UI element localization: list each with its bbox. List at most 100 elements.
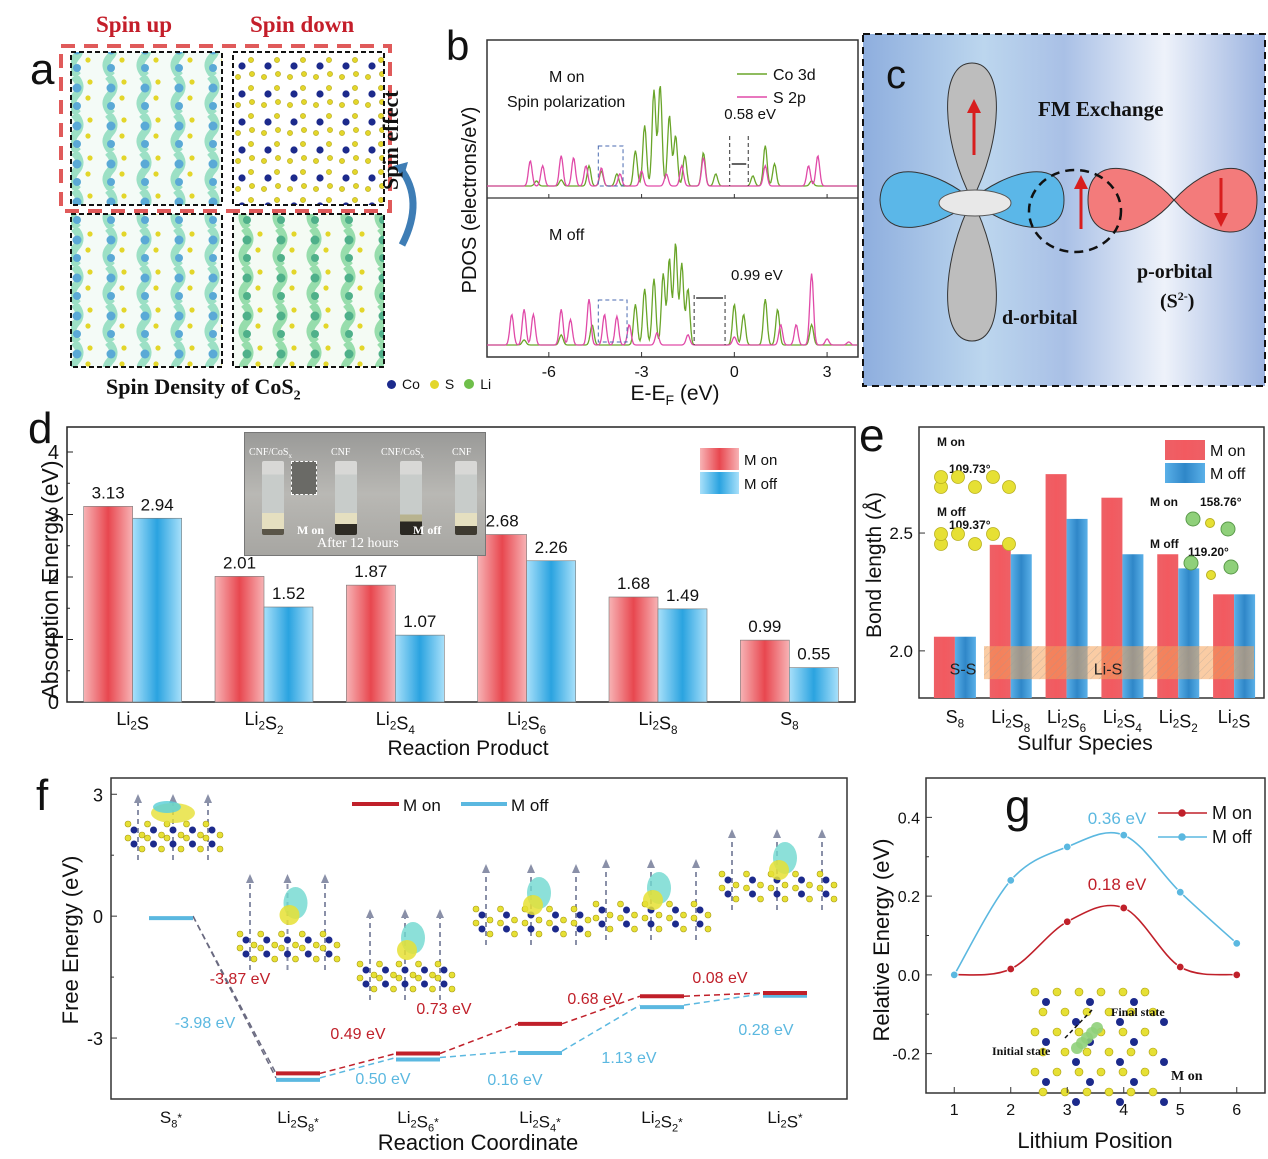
connector-m-on: [319, 1052, 397, 1075]
vial: [262, 461, 284, 535]
adsorbed-structure-icon: [718, 829, 838, 910]
spin-effect-arrow: [397, 165, 417, 247]
x-tick-label: Li2S6: [507, 709, 546, 737]
x-axis-title: Reaction Coordinate: [378, 1130, 579, 1155]
d-orbital-label: d-orbital: [1002, 307, 1078, 329]
bond-angle-label: 158.76°: [1200, 495, 1242, 509]
legend-swatch-m-off: [700, 472, 739, 494]
x-tick-label: 4: [1119, 1102, 1128, 1119]
x-tick-label: Li2S6*: [397, 1108, 439, 1135]
x-tick-label: Li2S2: [244, 709, 283, 737]
y-axis-title: Bond length (Å): [863, 492, 886, 638]
s-atom-icon: [429, 380, 439, 389]
vial-zoom-inset: [291, 461, 317, 495]
y-tick-label: 0.2: [898, 889, 920, 906]
panel-label-c: c: [886, 53, 906, 97]
connector-m-off: [192, 915, 277, 1079]
y-tick-label: 0: [93, 907, 103, 927]
data-label: 2.01: [223, 553, 256, 572]
x-tick-label: 3: [823, 364, 832, 381]
bar-m-on: [933, 636, 955, 698]
gap-label: 0.99 eV: [731, 267, 783, 284]
panel-d: d 3.13 2.94 Li2S 2.01 1.52 Li2S2 1.87 1.07 Li2S4 2…: [0, 405, 860, 765]
lithium-migration-chart: g Initial state Final state M on 0.18 eV 0.36…: [869, 777, 1266, 1153]
barrier-label-m-on: 0.18 eV: [1088, 875, 1147, 894]
vial: [455, 461, 477, 535]
x-tick-label: Li2S8: [638, 709, 677, 737]
spin-up-arrow-icon: [1074, 175, 1088, 229]
bar-m-off: [954, 636, 976, 698]
x-tick-label: S8: [780, 709, 799, 733]
subplot-title: M on: [549, 69, 585, 86]
x-axis-title: Reaction Product: [387, 737, 548, 760]
band-label-li-s: Li-S: [1094, 661, 1122, 678]
spin-density-caption: Spin Density of CoS2: [106, 374, 301, 404]
data-point-m-off: [1119, 830, 1128, 840]
x-tick-label: -6: [542, 364, 556, 381]
d-orbital-lobe-top: [947, 62, 997, 202]
step-label-m-off: 0.16 eV: [487, 1072, 542, 1089]
free-energy-chart: f -3.87 eV 0.49 eV 0.73 eV 0.68 eV 0.08 eV -3.…: [36, 771, 848, 1155]
x-tick-label: Li2S8: [991, 707, 1030, 735]
pdos-chart: b 0.58 eV M on Spin polarization 0.99 eV M of…: [446, 22, 859, 408]
panel-b: b 0.58 eV M on Spin polarization 0.99 eV M of…: [440, 0, 860, 410]
y-tick-label: 0.4: [898, 810, 920, 827]
data-label: 2.94: [141, 495, 174, 514]
x-tick-label: Li2S8*: [277, 1108, 319, 1135]
s-atom-icon: [1002, 537, 1016, 551]
bar-m-on: [740, 639, 790, 703]
x-tick-label: Li2S2*: [641, 1108, 683, 1135]
data-label: 3.13: [92, 483, 125, 502]
panel-label-d: d: [28, 405, 52, 453]
legend-label: M off: [744, 476, 778, 493]
bar-m-on: [346, 584, 396, 703]
molecule-state-label: M on: [937, 435, 965, 449]
step-label-m-on: 0.68 eV: [567, 991, 622, 1008]
x-tick-label: Li2S4: [376, 709, 416, 737]
plot-frame: [925, 777, 1266, 1094]
y-tick-label: -3: [87, 1029, 103, 1049]
panel-label-b: b: [446, 22, 469, 69]
legend-s: S: [429, 376, 454, 392]
spin-up-m-off-map: [70, 213, 223, 368]
step-label-m-off: -3.98 eV: [175, 1015, 236, 1032]
s-atom-icon: [968, 480, 982, 494]
data-label: 1.68: [617, 574, 650, 593]
data-point-m-off: [1006, 876, 1015, 885]
adsorbed-structure-icon: [236, 874, 341, 970]
data-point-m-off: [950, 970, 959, 980]
series-line-s2p: [487, 154, 858, 187]
s-atom-icon: [968, 537, 982, 551]
x-tick-label: Li2S2: [1159, 707, 1198, 735]
legend-marker-m-off: [1178, 833, 1186, 841]
data-label: 2.26: [535, 538, 568, 557]
y-tick-label: 2.5: [889, 524, 913, 543]
final-state-label: Final state: [1111, 1005, 1165, 1019]
bar-m-off: [132, 517, 182, 703]
spin-down-title: Spin down: [250, 12, 355, 37]
molecule-state-label: M on: [1150, 495, 1178, 509]
s-atom-icon: [951, 470, 965, 484]
x-axis-title: Sulfur Species: [1017, 732, 1152, 755]
s-atom-icon: [934, 527, 948, 541]
panel-g: g Initial state Final state M on 0.18 eV 0.36…: [855, 770, 1268, 1159]
bar-m-on: [608, 596, 659, 703]
x-axis-title: Lithium Position: [1017, 1128, 1172, 1153]
y-axis-title: Relative Energy (eV): [869, 839, 894, 1042]
p-orbital-ion: (S2-): [1160, 289, 1195, 313]
y-tick-label: 3: [93, 785, 103, 805]
p-orbital-label: p-orbital: [1137, 261, 1213, 283]
adsorbed-structure-icon: [356, 909, 456, 1000]
bar-m-on: [83, 506, 133, 703]
panel-label-e: e: [859, 409, 885, 461]
panel-label-f: f: [36, 771, 49, 820]
s-atom-icon: [986, 470, 1000, 484]
data-point-m-on: [1006, 964, 1015, 974]
spin-up-arrow-icon: [967, 99, 981, 155]
legend-swatch-m-off: [1165, 463, 1205, 483]
connector-m-on: [439, 1023, 519, 1055]
legend-label: Co 3d: [773, 67, 816, 84]
data-point-m-on: [1176, 962, 1185, 972]
connector-m-off: [439, 1050, 519, 1059]
p-orbital-lobe-right: [1173, 167, 1258, 233]
